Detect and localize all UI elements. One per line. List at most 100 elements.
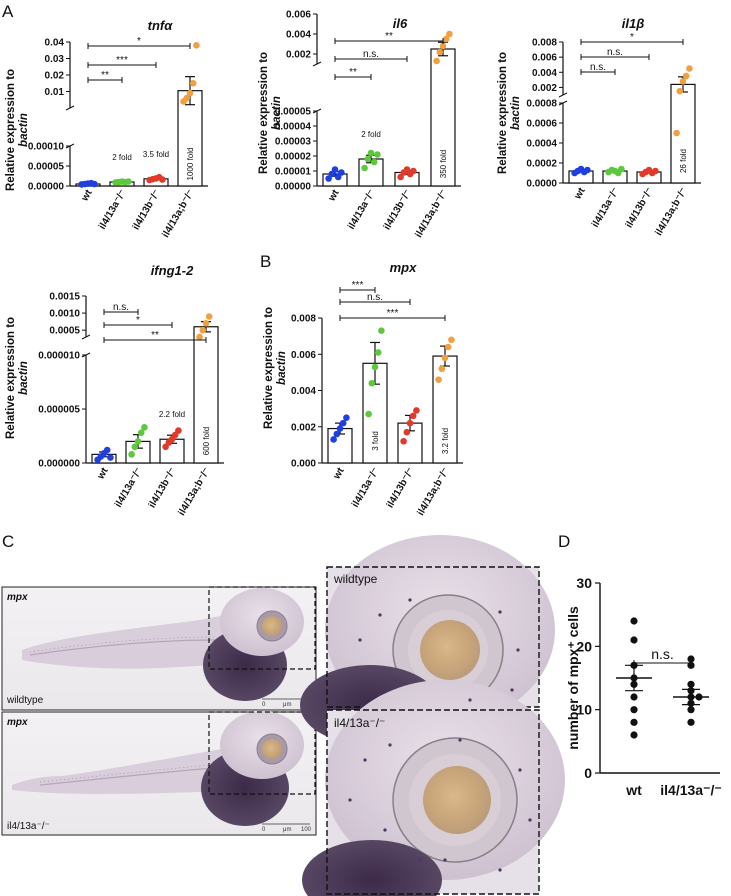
significance-label: ** <box>151 330 159 341</box>
chart-mpx-cells: 0 10 20 30 number of mpx⁺ cells wt il4/13a⁻/⁻ n… <box>565 575 722 798</box>
mpx-cell <box>393 678 397 682</box>
mpx-cell <box>363 758 367 762</box>
y-axis-label-line2: bactin <box>18 113 30 147</box>
y-tick-label: 0.00000 <box>275 182 312 193</box>
y-tick-label: 0.006 <box>532 53 557 64</box>
data-point <box>159 176 166 183</box>
y-tick-label: 0.006 <box>286 10 311 21</box>
x-category-label: il4/13b⁻/⁻ <box>385 466 417 510</box>
y-tick-label: 0.004 <box>291 386 316 397</box>
mpx-cell <box>528 818 532 822</box>
data-point <box>687 706 695 714</box>
data-point <box>103 446 111 454</box>
x-category-label: il4/13b⁻/⁻ <box>382 188 414 232</box>
fold-label: 3.2 fold <box>441 428 450 454</box>
y-tick-label: 10 <box>576 702 592 718</box>
chart-il1b: il1β Relative expression tobactin 0.002 0.0… <box>497 16 701 238</box>
x-category-label: wt <box>95 465 111 482</box>
data-point <box>338 169 345 176</box>
y-axis-label: Relative expression tobactin <box>5 69 30 191</box>
mpx-cell <box>518 768 522 772</box>
data-point <box>371 363 379 371</box>
chart-title: ifng1-2 <box>151 263 194 278</box>
data-point <box>331 166 339 173</box>
data-point <box>330 436 337 443</box>
data-point <box>446 30 453 38</box>
fold-label: 26 fold <box>679 149 688 173</box>
data-point <box>128 451 135 458</box>
image-zoom-mutant: il4/13a⁻/⁻ <box>302 680 565 896</box>
chart-title: il6 <box>393 16 408 31</box>
x-category-label: il4/13b⁻/⁻ <box>131 188 163 232</box>
mpx-cell <box>358 638 362 642</box>
y-tick-label: 0.000010 <box>38 351 80 362</box>
y-tick-label: 0.000005 <box>38 405 80 416</box>
data-point <box>630 693 638 701</box>
data-point <box>687 680 695 688</box>
x-category-label: il4/13a⁻/⁻ <box>346 188 377 232</box>
image-top-gene-label: mpx <box>7 592 28 603</box>
data-point <box>687 718 695 726</box>
data-point <box>618 165 625 173</box>
x-category-label: wt <box>625 782 642 798</box>
y-tick-label: 0.0005 <box>49 326 80 337</box>
significance-label: n.s. <box>113 302 129 313</box>
zoom-bottom-label: il4/13a⁻/⁻ <box>334 716 385 730</box>
data-point <box>679 78 687 85</box>
x-category-label: il4/13b⁻/⁻ <box>147 466 179 510</box>
significance-label: *** <box>352 280 364 291</box>
data-point <box>107 454 114 461</box>
chart-mpx: mpx Relative expression tobactin 0.000 0.00… <box>263 260 463 518</box>
y-axis-label: Relative expression tobactin <box>263 307 288 429</box>
y-axis-label: number of mpx⁺ cells <box>565 606 581 750</box>
scale-unit-bottom: μm <box>283 827 291 833</box>
x-category-label: wt <box>326 187 342 204</box>
fold-label: 2 fold <box>112 153 132 162</box>
data-point <box>374 151 381 158</box>
x-category-label: il4/13a⁻/⁻ <box>97 188 128 232</box>
mpx-cell <box>418 858 422 862</box>
mpx-cell <box>388 743 392 747</box>
axis-break-mark <box>558 92 568 98</box>
significance-label: * <box>630 32 634 43</box>
data-point <box>131 443 139 451</box>
mpx-cell <box>348 798 352 802</box>
panel-letter-a: A <box>2 2 14 21</box>
x-category-label: il4/13a;b⁻/⁻ <box>653 186 689 238</box>
data-point <box>134 438 142 445</box>
data-point <box>343 414 350 421</box>
data-point <box>652 167 659 175</box>
data-point <box>442 35 450 43</box>
axis-break-mark <box>81 334 91 340</box>
data-point <box>91 180 98 188</box>
axis-break-mark <box>65 105 75 111</box>
y-axis-label-line2: bactin <box>276 351 288 385</box>
image-top-genotype-label: wildtype <box>6 695 44 706</box>
y-tick-label: 0.000000 <box>38 459 80 470</box>
data-point <box>438 365 446 373</box>
image-wildtype-larva: mpx wildtype 0 μm 100 <box>1 586 317 711</box>
bar <box>193 326 219 464</box>
data-point <box>406 419 414 427</box>
data-point <box>378 327 385 334</box>
mpx-positive-cells <box>348 598 532 872</box>
x-category-label: il4/13a⁻/⁻ <box>113 466 144 510</box>
data-point <box>444 343 452 351</box>
mpx-cell <box>468 698 472 702</box>
data-point <box>367 149 375 157</box>
bar <box>430 48 456 187</box>
y-tick-label: 0 <box>584 765 592 781</box>
panel-letter-d: D <box>558 532 570 551</box>
data-point <box>199 326 207 334</box>
y-tick-label: 0.004 <box>286 30 311 41</box>
y-tick-label: 0.02 <box>45 71 65 82</box>
significance-label: * <box>137 36 141 47</box>
data-point <box>374 349 382 356</box>
data-point <box>202 320 210 327</box>
data-point <box>361 164 368 172</box>
x-category-label: wt <box>331 465 347 482</box>
mpx-cell <box>443 858 447 862</box>
significance-label: *** <box>387 308 399 319</box>
data-point <box>630 636 638 644</box>
